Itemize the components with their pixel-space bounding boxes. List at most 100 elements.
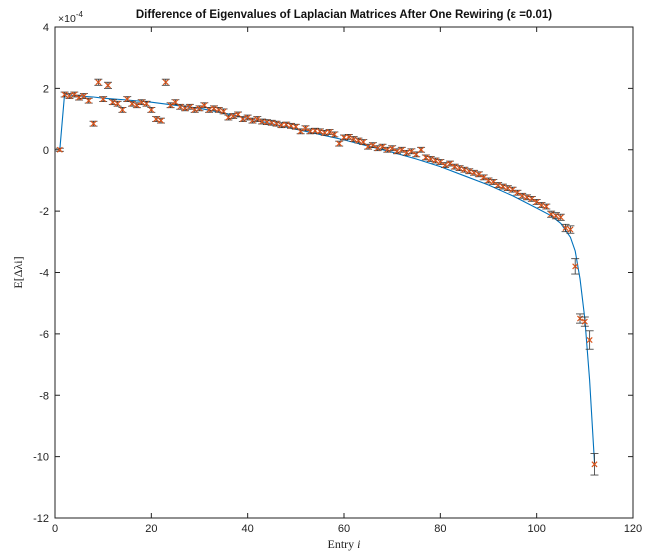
point-marker [326,128,333,135]
y-tick-label: 4 [43,22,49,34]
data-point [407,148,416,155]
point-marker [336,140,343,147]
point-marker [504,185,511,192]
point-marker [432,157,439,164]
x-tick-label: 100 [527,523,545,535]
data-point [402,149,411,156]
point-marker [95,79,102,86]
point-marker [80,93,87,100]
point-marker [586,336,593,344]
point-marker [148,106,155,113]
data-point [359,139,368,146]
data-point [349,135,358,143]
point-marker [239,116,246,123]
data-point [137,99,146,106]
point-marker [273,120,280,127]
point-marker [278,122,285,129]
data-point [566,225,575,234]
point-marker [297,128,304,135]
data-point [224,114,233,121]
point-marker [446,160,453,167]
point-marker [398,146,405,153]
point-marker [360,139,367,146]
point-marker [133,102,140,109]
point-marker [177,103,184,110]
data-point [571,258,580,275]
data-point [243,114,252,121]
data-point [335,140,344,147]
point-marker [495,182,502,189]
point-marker [562,224,569,232]
point-marker [172,99,179,106]
point-marker [369,142,376,149]
data-point [330,131,339,138]
data-point [108,99,117,106]
point-marker [244,114,251,121]
point-marker [466,168,473,175]
data-point [417,146,426,153]
y-axis-label: E[Δλi] [11,256,25,288]
data-point [103,81,112,89]
point-marker [56,146,63,153]
point-marker [567,226,574,233]
point-marker [422,154,429,161]
point-marker [557,214,564,221]
data-point [219,108,228,115]
data-point [176,103,185,110]
point-marker [437,159,444,166]
point-marker [528,195,535,202]
point-marker [119,106,126,113]
data-point [113,100,122,107]
data-point [489,178,498,185]
data-point [190,106,199,113]
point-marker [471,169,478,176]
data-point [498,183,507,190]
data-point [238,116,247,123]
point-marker [230,112,237,120]
data-point [65,93,74,100]
data-point [161,78,170,86]
point-marker [138,99,145,106]
point-marker [191,106,198,113]
point-marker [365,143,372,150]
data-point [445,160,454,167]
point-marker [100,96,107,103]
point-marker [524,194,531,201]
data-point [70,91,79,98]
x-tick-label: 60 [338,523,350,535]
point-marker [581,318,588,325]
x-axis-label: Entry i [327,537,360,551]
x-tick-label: 0 [52,523,58,535]
data-point [214,106,223,113]
data-point [282,121,291,128]
point-marker [591,461,598,468]
y-tick-label: -4 [39,268,49,280]
data-point [388,145,397,152]
data-point [450,163,459,170]
data-point [354,137,363,144]
data-point [373,145,382,152]
data-point [123,96,132,103]
data-point [132,102,141,109]
data-point [580,316,589,327]
data-point [441,162,450,169]
data-point [392,148,401,155]
data-point [494,182,503,189]
point-marker [427,155,434,162]
data-point [537,201,546,209]
data-point [585,330,594,350]
y-tick-label: 0 [43,145,49,157]
data-point [99,96,108,103]
point-marker [384,146,391,153]
chart-title: Difference of Eigenvalues of Laplacian M… [136,9,552,21]
data-point [465,168,474,175]
data-point [147,106,156,113]
point-marker [292,123,299,130]
data-point [248,117,257,124]
data-point [75,94,84,101]
data-point [205,106,214,113]
data-point [474,171,483,178]
data-point [118,106,127,113]
point-marker [109,99,116,106]
